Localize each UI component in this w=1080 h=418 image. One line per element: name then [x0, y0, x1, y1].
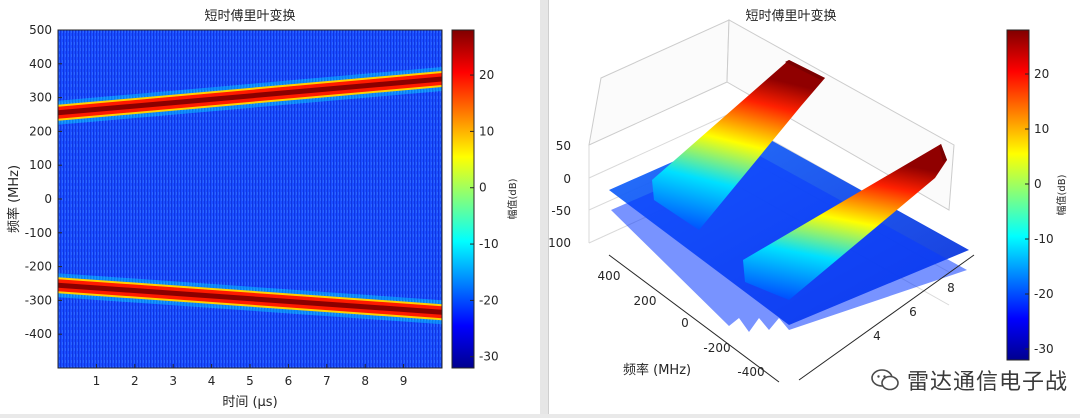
colorbar-tick-label: -10	[479, 237, 499, 251]
y-tick-label: -400	[25, 327, 52, 341]
y-tick-label: 400	[29, 57, 52, 71]
colorbar-tick-label: -10	[1034, 232, 1054, 246]
surface-ridge-lower	[743, 144, 947, 300]
time-tick-label: 8	[947, 281, 955, 295]
time-axis-line	[798, 254, 975, 381]
frequency-tick-label: 0	[681, 316, 689, 330]
colorbar-tick-label: -20	[1034, 287, 1054, 301]
y-tick-label: -300	[25, 293, 52, 307]
y-tick-label: 100	[29, 158, 52, 172]
colorbar-label: 幅值(dB)	[1055, 174, 1068, 215]
x-tick-label: 7	[323, 374, 331, 388]
x-tick-label: 3	[169, 374, 177, 388]
frequency-tick-label: 400	[598, 269, 621, 283]
y-tick-label: 300	[29, 91, 52, 105]
z-tick-label: 0	[563, 172, 571, 186]
chart-title: 短时傅里叶变换	[204, 8, 295, 24]
y-tick-label: -100	[25, 226, 52, 240]
z-tick-label: -100	[549, 236, 571, 250]
y-axis-label: 频率 (MHz)	[6, 165, 22, 233]
time-tick-label: 4	[873, 329, 881, 343]
x-tick-label: 4	[208, 374, 216, 388]
colorbar	[1006, 29, 1030, 361]
frequency-tick-label: -400	[737, 365, 764, 379]
watermark: 雷达通信电子战	[871, 364, 1068, 396]
chirp-ridge-core	[58, 76, 442, 116]
time-axis-ticks: 4 6 8	[873, 281, 955, 343]
frequency-tick-label: -200	[703, 341, 730, 355]
panel-divider	[540, 0, 548, 414]
colorbar-tick-label: -20	[479, 293, 499, 307]
x-axis-label: 时间 (μs)	[222, 395, 277, 410]
colorbar	[451, 29, 475, 369]
surface-ridge-upper	[652, 60, 825, 230]
colorbar-tick-label: 20	[1034, 67, 1049, 81]
colorbar-tick-label: 0	[1034, 177, 1042, 191]
x-tick-label: 2	[131, 374, 139, 388]
x-tick-label: 8	[361, 374, 369, 388]
colorbar-label: 幅值(dB)	[506, 178, 519, 219]
watermark-text: 雷达通信电子战	[906, 370, 1068, 395]
x-tick-label: 9	[400, 374, 408, 388]
x-tick-label: 6	[285, 374, 293, 388]
time-tick-label: 6	[909, 305, 917, 319]
stft-surface-chart: 短时傅里叶变换 50	[544, 8, 1068, 383]
colorbar-tick-label: -30	[1034, 342, 1054, 356]
stft-surface-panel: 短时傅里叶变换 50	[544, 0, 1080, 414]
wechat-icon	[871, 369, 899, 391]
surface-ridge-upper-top	[785, 60, 825, 80]
y-tick-label: 0	[44, 192, 52, 206]
chirp-ridge-core	[58, 282, 442, 315]
frequency-axis-ticks: 400 200 0 -200 -400	[598, 269, 765, 379]
y-tick-label: 500	[29, 23, 52, 37]
colorbar-tick-label: 10	[1034, 122, 1049, 136]
chart-title: 短时傅里叶变换	[745, 8, 836, 24]
z-tick-label: 50	[556, 139, 571, 153]
frequency-axis-line	[608, 254, 780, 383]
x-tick-label: 1	[93, 374, 101, 388]
frequency-tick-label: 200	[634, 294, 657, 308]
frequency-axis-label: 频率 (MHz)	[623, 362, 691, 378]
colorbar-tick-label: 20	[479, 68, 494, 82]
surface-ridge-lower-top	[939, 144, 947, 162]
colorbar-tick-label: 0	[479, 181, 487, 195]
z-axis-ticks: 50 0 -50 -100	[544, 139, 571, 250]
z-tick-label: -50	[551, 204, 571, 218]
x-tick-label: 5	[246, 374, 254, 388]
colorbar-tick-label: -30	[479, 350, 499, 364]
y-tick-label: 200	[29, 124, 52, 138]
y-tick-label: -200	[25, 260, 52, 274]
colorbar-tick-label: 10	[479, 124, 494, 138]
